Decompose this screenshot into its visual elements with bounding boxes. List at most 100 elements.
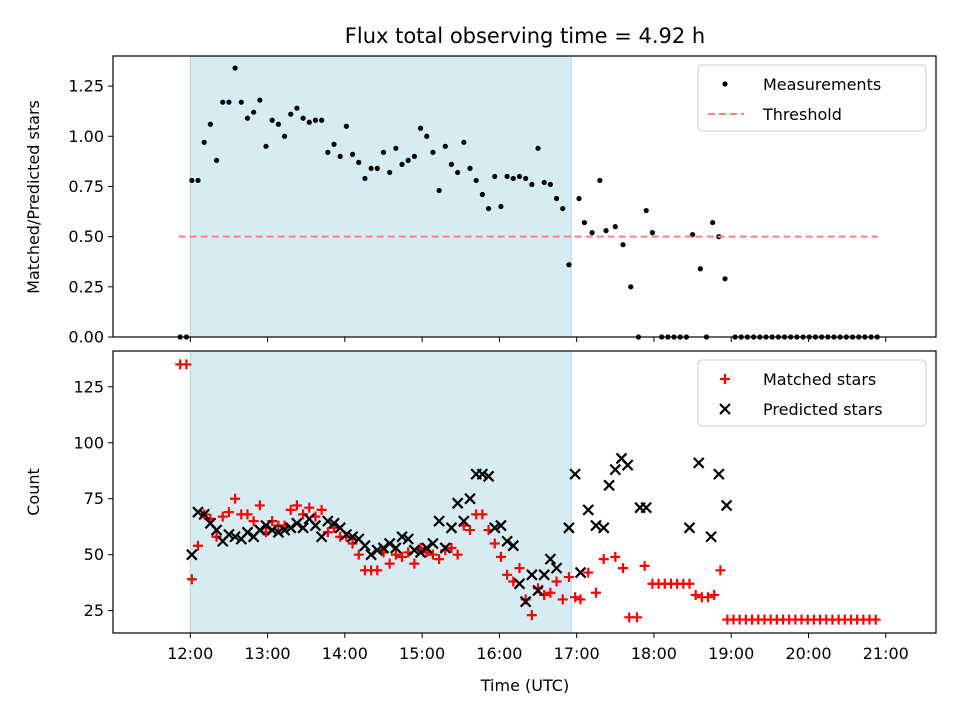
top-chart-title: Flux total observing time = 4.92 h (345, 24, 705, 48)
predicted-stars-point (464, 492, 476, 505)
bottom-x-tick-label: 14:00 (322, 644, 368, 663)
measurements-point (312, 117, 319, 123)
matched-stars-point (452, 549, 463, 560)
matched-stars-point (477, 509, 488, 520)
measurements-point (442, 143, 448, 149)
bottom-x-tick-label: 13:00 (244, 644, 290, 663)
predicted-stars-point (526, 569, 538, 581)
predicted-stars-point (365, 548, 377, 561)
matched-stars-point (465, 525, 476, 536)
predicted-stars-point (482, 470, 495, 483)
measurements-point (244, 115, 251, 121)
predicted-stars-point (309, 519, 322, 532)
matched-stars-point (353, 549, 364, 560)
predicted-stars-point (278, 524, 291, 536)
matched-stars-point (563, 572, 574, 583)
predicted-stars-point (538, 569, 550, 581)
predicted-stars-point (266, 524, 278, 536)
measurements-point (349, 151, 356, 157)
measurements-point (220, 99, 226, 105)
matched-stars-point (575, 594, 586, 605)
predicted-stars-point (371, 544, 384, 556)
matched-stars-point (397, 551, 408, 562)
matched-stars-point (590, 587, 601, 598)
measurements-point (424, 133, 430, 139)
measurements-point (189, 177, 195, 184)
predicted-stars-point (359, 539, 371, 552)
measurements-point (201, 139, 207, 145)
measurements-point (362, 175, 368, 182)
matched-stars-point (631, 612, 642, 623)
predicted-stars-point (495, 519, 507, 532)
measurements-point (541, 179, 547, 186)
matched-stars-point (322, 527, 333, 538)
top-y-tick-label: 0.50 (68, 227, 104, 246)
matched-stars-legend-swatch (720, 374, 730, 384)
measurements-point (566, 262, 572, 268)
matched-stars-point (545, 587, 556, 598)
predicted-stars-point (713, 468, 725, 480)
measurements-point (455, 169, 461, 176)
matched-stars-point (870, 614, 881, 625)
bottom-legend: Matched stars Predicted stars (697, 359, 927, 427)
predicted-stars-point (291, 517, 303, 530)
matched-stars-point (539, 589, 550, 600)
measurements-point (589, 230, 595, 236)
measurements-point (331, 141, 337, 147)
predicted-stars-point (692, 457, 705, 469)
predicted-stars-point (186, 548, 198, 561)
measurements-point (337, 153, 343, 159)
predicted-stars-point (414, 546, 427, 559)
top-legend: Measurements Threshold (697, 64, 927, 132)
measurements-point (356, 159, 362, 165)
predicted-stars-point (574, 566, 587, 579)
measurements-point (649, 230, 655, 236)
measurements-legend-swatch (722, 81, 728, 87)
predicted-stars-point (284, 522, 297, 534)
measurements-point (560, 205, 566, 212)
measurements-point (263, 143, 269, 149)
measurements-point (343, 123, 349, 129)
predicted-stars-point (544, 553, 557, 565)
predicted-stars-point (451, 497, 464, 509)
matched-stars-point (551, 576, 562, 587)
predicted-stars-point (383, 537, 396, 550)
predicted-stars-point (260, 519, 272, 532)
predicted-stars-point (720, 499, 733, 512)
matched-stars-point (502, 569, 513, 580)
predicted-stars-point (229, 530, 241, 543)
predicted-stars-point (315, 530, 328, 543)
bottom-y-tick-label: 125 (73, 377, 104, 396)
bottom-x-tick-label: 12:00 (167, 644, 213, 663)
matched-stars-point (254, 500, 265, 511)
bottom-x-tick-label: 21:00 (863, 644, 909, 663)
measurements-point (306, 119, 312, 125)
measurements-point (251, 109, 257, 115)
measurements-point (238, 99, 244, 105)
predicted-stars-point (640, 501, 652, 514)
measurements-point (294, 105, 300, 111)
predicted-stars-point (597, 522, 610, 534)
measurements-point (510, 175, 516, 182)
matched-stars-point (390, 549, 401, 560)
bottom-x-tick-label: 18:00 (631, 644, 677, 663)
top-panel: 0.00 0.25 0.50 0.75 1.00 1.25 Measurements Thre… (68, 55, 937, 347)
matched-stars-point (267, 516, 278, 527)
bottom-x-tick-label: 16:00 (476, 644, 522, 663)
predicted-stars-point (346, 530, 359, 543)
measurements-point (430, 149, 436, 155)
measurements-point (498, 203, 504, 210)
measurements-point (269, 117, 275, 123)
bottom-x-tick-label: 17:00 (554, 644, 600, 663)
predicted-stars-point (272, 526, 285, 539)
matched-stars-point (446, 542, 457, 553)
measurements-point (288, 111, 294, 117)
matched-stars-point (684, 578, 695, 589)
predicted-stars-point (408, 544, 421, 556)
measurements-point (436, 187, 442, 194)
measurements-point (697, 266, 703, 272)
predicted-stars-point (340, 528, 353, 541)
matched-stars-point (211, 531, 222, 542)
predicted-stars-point (192, 506, 204, 518)
matched-stars-point (709, 589, 720, 600)
